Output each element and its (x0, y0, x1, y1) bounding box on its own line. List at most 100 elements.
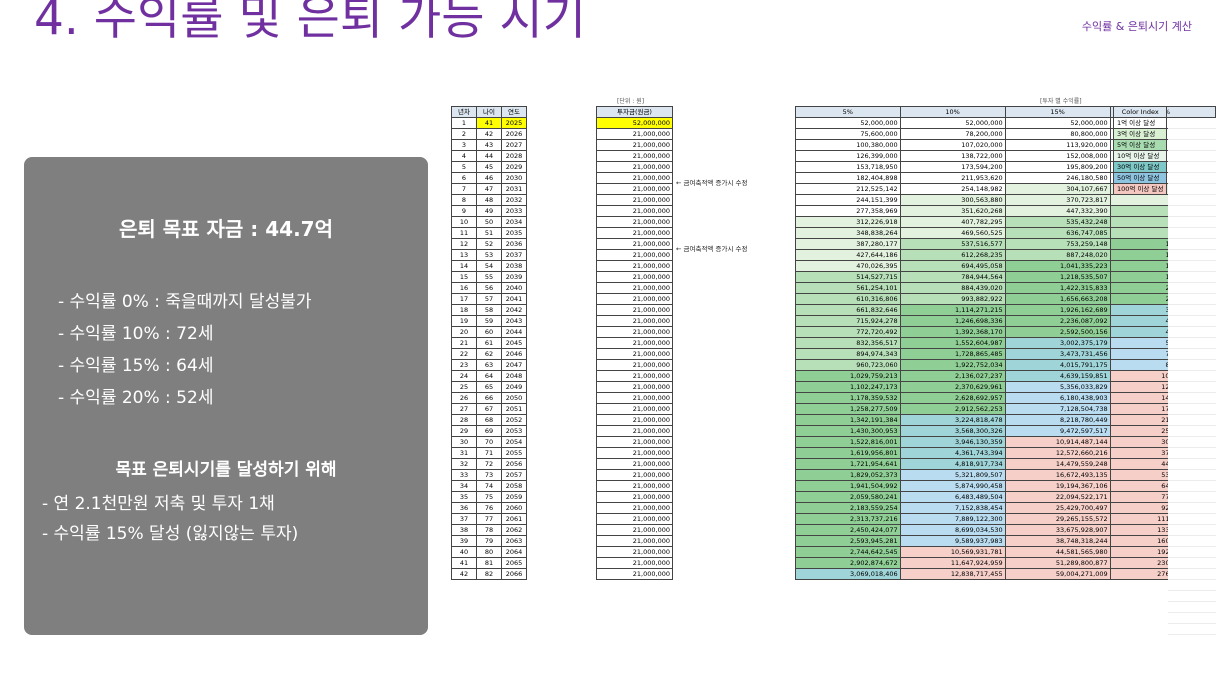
return-cell: 5,321,809,507 (899, 469, 1006, 481)
investment-cell: 21,000,000 (596, 216, 673, 228)
table-row: 21,000,000 (596, 370, 673, 382)
return-cell: 80,800,000 (1004, 128, 1111, 140)
table-cell: 2046 (501, 348, 527, 360)
table-cell: 35 (451, 491, 477, 503)
return-cell: 894,974,343 (795, 348, 901, 360)
table-row: 2 42 2026 (451, 128, 527, 140)
table-row: 21,000,000 (596, 425, 673, 437)
investment-cell: 21,000,000 (596, 546, 673, 558)
table-row: 610,316,806993,882,9221,656,663,2082,797… (795, 293, 1216, 305)
table-cell: 63 (476, 359, 502, 371)
table-cell: 76 (476, 502, 502, 514)
table-cell: 54 (476, 260, 502, 272)
table-row: 21,000,000 (596, 502, 673, 514)
table-cell: 10 (451, 216, 477, 228)
return-cell: 348,838,264 (795, 227, 901, 239)
investment-cell: 21,000,000 (596, 502, 673, 514)
table-cell: 43 (476, 139, 502, 151)
investment-cell: 21,000,000 (596, 458, 673, 470)
return-cell: 407,782,295 (899, 216, 1006, 228)
investment-table: 투자금(원금) 52,000,000 21,000,000 21,000,000 21… (596, 106, 673, 580)
investment-cell: 21,000,000 (596, 447, 673, 459)
table-cell: 80 (476, 546, 502, 558)
table-row: 21,000,000 (596, 568, 673, 580)
table-cell: 56 (476, 282, 502, 294)
return-cell: 514,527,715 (795, 271, 901, 283)
table-row: 21,000,000 (596, 359, 673, 371)
return-cell: 832,356,517 (795, 337, 901, 349)
investment-cell: 21,000,000 (596, 139, 673, 151)
table-row: 661,832,6461,114,271,2151,926,162,6893,3… (795, 304, 1216, 316)
return-line-15: - 수익률 15% : 64세 (58, 356, 214, 376)
table-row: 1억 이상 달성 (1112, 117, 1168, 129)
table-row: 42 82 2066 (451, 568, 527, 580)
investment-cell: 21,000,000 (596, 513, 673, 525)
return-line-20: - 수익률 20% : 52세 (58, 388, 214, 408)
table-cell: 2055 (501, 447, 527, 459)
table-row: 5억 이상 달성 (1112, 139, 1168, 151)
table-row: 21,000,000 (596, 238, 673, 250)
return-cell: 2,236,087,092 (1004, 315, 1111, 327)
table-row: 2,313,737,216 7,889,122,300 29,265,155,572… (795, 513, 1216, 525)
table-cell: 2066 (501, 568, 527, 580)
return-cell: 182,404,898 (795, 172, 901, 184)
table-cell: 51 (476, 227, 502, 239)
table-cell: 4 (451, 150, 477, 162)
return-cell: 6,483,489,504 (899, 491, 1006, 503)
table-cell: 2026 (501, 128, 527, 140)
table-cell: 27 (451, 403, 477, 415)
return-cell: 1,422,315,833 (1004, 282, 1111, 294)
table-cell: 2065 (501, 557, 527, 569)
table-cell: 39 (451, 535, 477, 547)
table-row: 21,000,000 (596, 337, 673, 349)
table-cell: 14 (451, 260, 477, 272)
table-cell: 2049 (501, 381, 527, 393)
table-cell: 82 (476, 568, 502, 580)
return-cell: 44,581,565,980 (1004, 546, 1111, 558)
return-cell: 246,180,580 (1004, 172, 1111, 184)
table-row: 35 75 2059 (451, 491, 527, 503)
action-line-1: - 연 2.1천만원 저축 및 투자 1채 (42, 494, 275, 514)
table-row: 50억 이상 달성 (1112, 172, 1168, 184)
investment-cell: 21,000,000 (596, 381, 673, 393)
table-row: 514,527,715784,944,5641,218,535,5071,910… (795, 271, 1216, 283)
return-cell: 1,721,954,641 (795, 458, 901, 470)
return-cell: 195,809,200 (1004, 161, 1111, 173)
table-cell: 61 (476, 337, 502, 349)
table-cell: 20 (451, 326, 477, 338)
table-row: 1,342,191,3843,224,818,4788,218,780,4492… (795, 414, 1216, 426)
table-cell: 73 (476, 469, 502, 481)
table-cell: 2 (451, 128, 477, 140)
table-cell: 2042 (501, 304, 527, 316)
table-cell: 21 (451, 337, 477, 349)
table-row: 21,000,000 (596, 194, 673, 206)
table-cell: 64 (476, 370, 502, 382)
return-cell: 1,829,052,373 (795, 469, 901, 481)
investment-cell: 21,000,000 (596, 414, 673, 426)
return-cell: 100,380,000 (795, 139, 901, 151)
table-cell: 47 (476, 183, 502, 195)
table-row: 18 58 2042 (451, 304, 527, 316)
return-cell: 1,552,604,987 (899, 337, 1006, 349)
table-cell: 26 (451, 392, 477, 404)
table-cell: 41 (451, 557, 477, 569)
table-cell: 2057 (501, 469, 527, 481)
table-cell: 32 (451, 458, 477, 470)
return-cell: 469,560,525 (899, 227, 1006, 239)
return-cell: 447,332,390 (1004, 205, 1111, 217)
table-cell: 2037 (501, 249, 527, 261)
return-cell: 387,280,177 (795, 238, 901, 250)
return-cell: 2,450,424,077 (795, 524, 901, 536)
table-cell: 2040 (501, 282, 527, 294)
table-cell: 2027 (501, 139, 527, 151)
table-cell: 72 (476, 458, 502, 470)
return-cell: 2,593,945,281 (795, 535, 901, 547)
return-cell: 254,148,982 (899, 183, 1006, 195)
table-row: 1 41 2025 (451, 117, 527, 129)
table-row: 41 81 2065 (451, 557, 527, 569)
table-cell: 37 (451, 513, 477, 525)
return-cell: 52,000,000 (1004, 117, 1111, 129)
year-table-header: 년차 (451, 106, 477, 118)
table-cell: 8 (451, 194, 477, 206)
investment-cell: 21,000,000 (596, 293, 673, 305)
